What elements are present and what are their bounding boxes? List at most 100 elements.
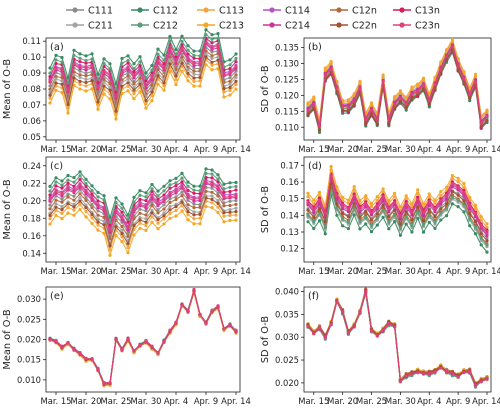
panel-d-point-c112 — [317, 219, 322, 223]
panel-c-point-c212 — [84, 181, 88, 186]
panel-a-point-c13n — [144, 79, 148, 83]
panel-a-label: (a) — [50, 42, 64, 53]
panel-a-ytick-label: 0.05 — [22, 132, 41, 142]
panel-d-point-c214 — [468, 207, 472, 211]
panel-b-point-c213 — [352, 93, 356, 97]
panel-a-point-c23n — [138, 68, 142, 72]
panel-c-point-c22n — [48, 213, 52, 218]
panel-a-point-c22n — [120, 84, 124, 88]
panel-c-point-c13n — [72, 184, 76, 188]
panel-c-series-c113 — [49, 200, 237, 252]
panel-e-point-c23n — [174, 320, 178, 324]
panel-c-point-c212 — [114, 201, 118, 205]
panel-a-point-c212 — [72, 53, 76, 57]
panel-c-point-c22n — [96, 220, 100, 224]
panel-c-point-c112 — [114, 196, 118, 200]
panel-f-point-c23n — [468, 369, 472, 373]
panel-c-point-c23n — [132, 208, 136, 212]
panel-c-point-c111 — [210, 186, 214, 190]
panel-a-point-c22n — [54, 81, 58, 85]
panel-f-point-c23n — [323, 335, 327, 339]
panel-a-point-c23n — [90, 65, 94, 69]
panel-e-frame — [45, 286, 241, 393]
panel-c-point-c13n — [84, 184, 88, 188]
panel-d-point-c112 — [439, 218, 443, 222]
panel-f-ytick-label: 0.030 — [275, 332, 299, 342]
panel-e-point-c23n — [72, 348, 76, 352]
panel-b-point-c23n — [427, 98, 431, 102]
panel-c-point-c13n — [168, 186, 172, 190]
panel-d-point-c212 — [364, 215, 368, 219]
panel-a-point-c13n — [234, 60, 238, 64]
panel-c-point-c12n — [114, 218, 118, 222]
panel-b-point-c213 — [410, 87, 414, 91]
panel-e-point-c23n — [102, 381, 106, 386]
panel-a-point-c12n — [54, 75, 58, 79]
panel-b-point-c214 — [329, 65, 333, 69]
panel-c-point-c22n — [66, 202, 70, 206]
panel-c-point-c213 — [72, 213, 76, 217]
panel-c-point-c213 — [78, 207, 82, 212]
panel-b-point-c22n — [398, 99, 402, 104]
panel-e-ytick-label: 0.025 — [17, 314, 41, 324]
legend-marker-c214 — [269, 22, 275, 28]
panel-d-point-c22n — [346, 215, 350, 219]
legend-label-c13n: C13n — [415, 5, 440, 16]
panel-c-point-c212 — [66, 178, 70, 182]
panel-c-point-c211 — [228, 208, 232, 212]
panel-c-point-c12n — [186, 203, 190, 207]
panel-d-point-c212 — [346, 220, 350, 224]
panel-a-point-c212 — [48, 71, 52, 75]
panel-a-ytick-label: 0.09 — [22, 68, 41, 78]
panel-a-point-c23n — [198, 61, 202, 65]
panel-b-point-c23n — [462, 77, 466, 81]
panel-a-point-c23n — [54, 67, 58, 71]
panel-c-point-c111 — [192, 202, 196, 206]
panel-d-point-c213 — [421, 202, 426, 206]
panel-d-point-c22n — [433, 215, 437, 219]
panel-a-point-c112 — [168, 34, 172, 39]
panel-d-point-c212 — [335, 206, 339, 210]
panel-d-point-c213 — [479, 215, 483, 219]
panel-b-point-c23n — [346, 105, 350, 109]
panel-f-series-c114 — [307, 290, 488, 385]
panel-e-point-c23n — [54, 340, 58, 344]
panel-a-point-c22n — [132, 88, 136, 92]
panel-d-point-c113 — [433, 201, 437, 205]
panel-d-point-c12n — [364, 213, 368, 217]
panel-c-point-c112 — [48, 184, 52, 188]
panel-c-point-c113 — [126, 245, 130, 250]
panel-b-point-c23n — [323, 73, 327, 77]
panel-a-point-c112 — [120, 56, 124, 61]
panel-b-point-c22n — [485, 119, 489, 123]
panel-c-point-c212 — [144, 195, 148, 199]
panel-d-point-c213 — [387, 198, 391, 203]
panel-a-point-c22n — [180, 61, 184, 65]
panel-d-point-c112 — [433, 226, 437, 230]
panel-d-point-c213 — [456, 176, 460, 180]
panel-c-point-c112 — [90, 184, 94, 188]
panel-c-point-c111 — [156, 208, 160, 212]
panel-e-point-c23n — [186, 309, 190, 313]
panel-c-point-c213 — [144, 228, 148, 232]
panel-b-label: (b) — [308, 42, 322, 53]
panel-d-point-c23n — [404, 201, 408, 205]
panel-c-point-c112 — [150, 182, 154, 187]
panel-c-point-c113 — [156, 221, 160, 225]
panel-a-point-c13n — [228, 67, 232, 71]
panel-c-point-c213 — [222, 220, 226, 224]
panel-a-point-c22n — [162, 81, 166, 85]
panel-a-ytick-label: 0.06 — [22, 116, 41, 126]
panel-b-point-c22n — [468, 96, 472, 100]
panel-c-point-c13n — [198, 192, 202, 196]
panel-d-point-c23n — [312, 207, 316, 211]
panel-a-xtick-label: Mar. 20 — [70, 144, 101, 154]
panel-d-point-c112 — [358, 227, 362, 231]
panel-a-point-c211 — [234, 75, 238, 79]
panel-c-point-c111 — [96, 209, 100, 213]
panel-d-point-c112 — [335, 213, 339, 217]
panel-b-frame — [303, 37, 492, 141]
panel-d-ytick-label: 0.16 — [280, 177, 299, 187]
panel-f-xtick-label: Apr. 4 — [417, 396, 441, 406]
panel-f-ytick-label: 0.040 — [275, 287, 299, 297]
